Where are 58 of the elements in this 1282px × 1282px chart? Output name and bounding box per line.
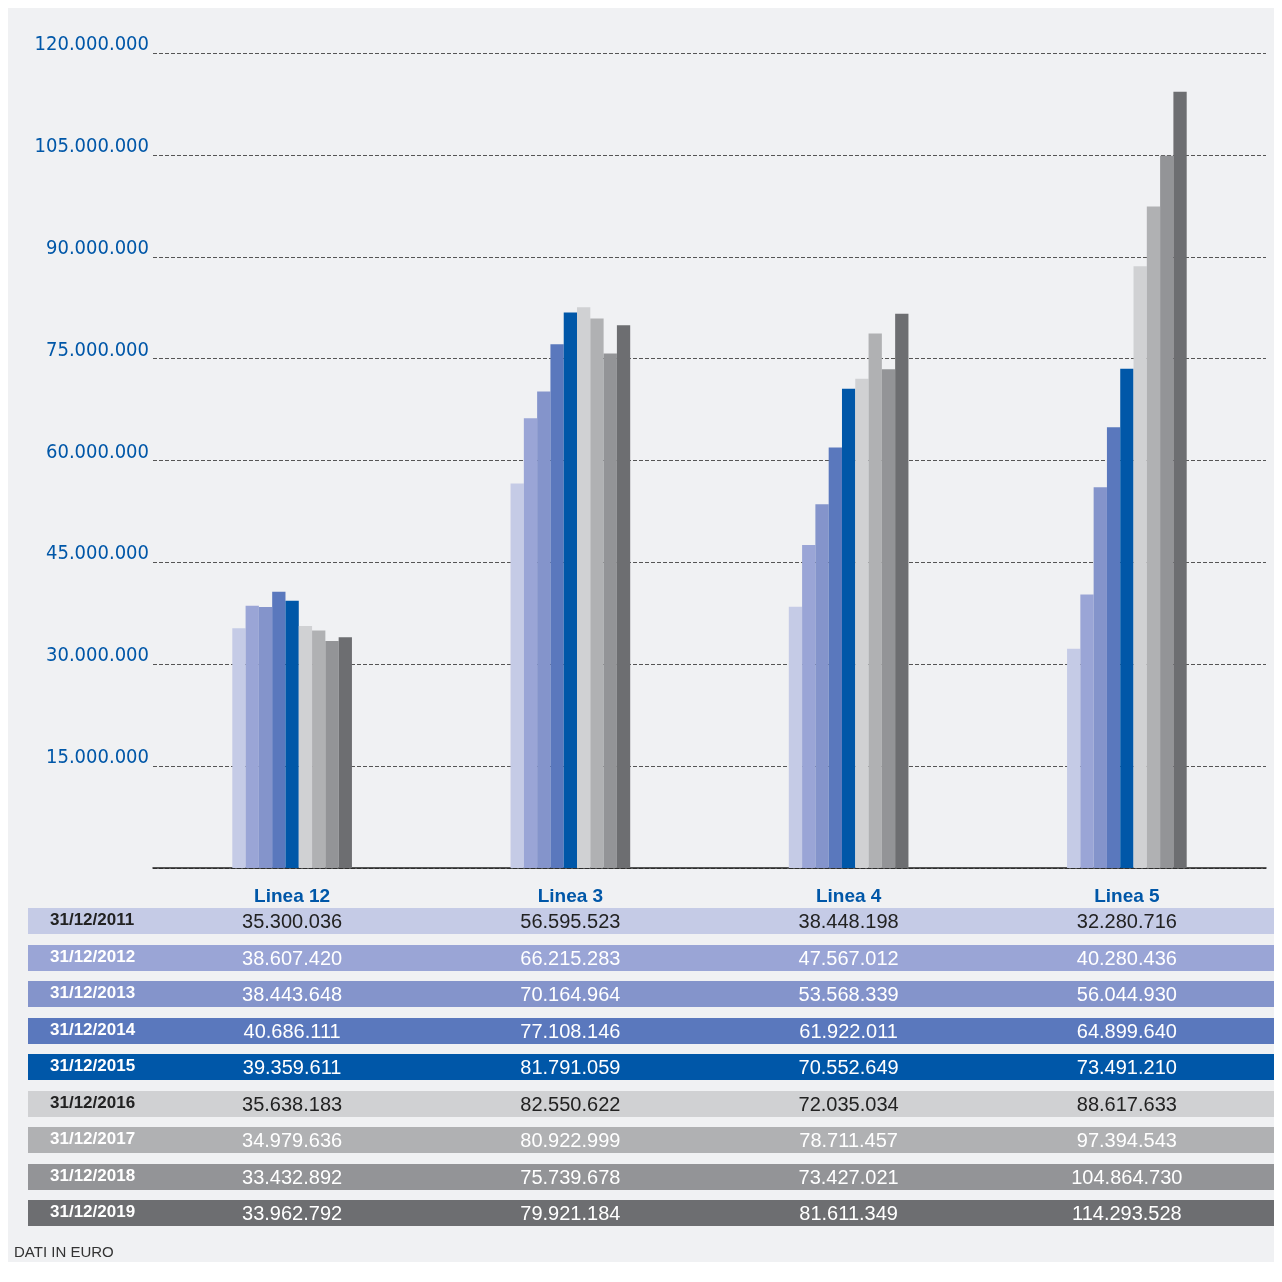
data-label: 82.550.622 <box>519 1092 622 1116</box>
y-tick-label: 45.000.000 <box>46 540 149 565</box>
data-label: 56.595.523 <box>519 910 622 933</box>
y-tick-label: 30.000.000 <box>46 642 149 667</box>
text: 31/12/2018 <box>50 1165 136 1186</box>
text: 31/12/2017 <box>50 1129 136 1149</box>
data-label: 38.607.420 <box>241 946 344 970</box>
y-tick-label: 75.000.000 <box>46 336 149 361</box>
text: 31/12/2015 <box>50 1056 136 1076</box>
data-label: 73.427.021 <box>797 1165 900 1189</box>
data-label: 66.215.283 <box>519 946 622 970</box>
data-label: 75.739.678 <box>519 1165 622 1189</box>
data-label: 81.611.349 <box>798 1202 899 1225</box>
data-label: 78.711.457 <box>798 1129 899 1152</box>
data-label: 61.922.011 <box>798 1019 899 1043</box>
data-label: 72.035.034 <box>797 1092 900 1116</box>
data-label: 114.293.528 <box>1071 1202 1183 1225</box>
x-tick-label: Linea 12 <box>254 885 331 906</box>
text: 31/12/2011 <box>50 910 135 930</box>
data-label: 32.280.716 <box>1075 910 1178 933</box>
data-label: 53.568.339 <box>797 983 900 1006</box>
y-tick-label: 90.000.000 <box>46 234 149 259</box>
data-label: 33.432.892 <box>241 1165 344 1189</box>
text: 31/12/2014 <box>50 1019 136 1040</box>
text: 31/12/2012 <box>50 946 136 967</box>
data-label: 39.359.611 <box>241 1056 343 1079</box>
text: DATI IN EURO <box>13 1241 115 1262</box>
data-label: 73.491.210 <box>1075 1056 1178 1079</box>
data-label: 97.394.543 <box>1075 1129 1178 1152</box>
data-label: 38.443.648 <box>241 983 344 1006</box>
text: 31/12/2013 <box>50 983 136 1003</box>
data-label: 33.962.792 <box>241 1202 344 1225</box>
y-tick-label: 60.000.000 <box>46 438 149 463</box>
y-tick-label: 105.000.000 <box>34 132 149 157</box>
data-label: 34.979.636 <box>241 1129 344 1152</box>
text: 31/12/2016 <box>50 1092 136 1113</box>
data-label: 40.280.436 <box>1075 946 1178 970</box>
data-label: 64.899.640 <box>1075 1019 1178 1043</box>
data-label: 35.300.036 <box>241 910 344 933</box>
data-label: 56.044.930 <box>1075 983 1178 1006</box>
x-tick-label: Linea 3 <box>537 885 604 906</box>
data-label: 104.864.730 <box>1070 1165 1184 1189</box>
data-label: 70.164.964 <box>519 983 622 1006</box>
data-label: 40.686.111 <box>242 1019 342 1043</box>
data-label: 88.617.633 <box>1075 1092 1178 1116</box>
data-label: 70.552.649 <box>797 1056 900 1079</box>
data-label: 35.638.183 <box>241 1092 344 1116</box>
y-tick-label: 120.000.000 <box>34 31 149 55</box>
data-label: 77.108.146 <box>519 1019 622 1043</box>
data-label: 47.567.012 <box>797 946 900 970</box>
data-label: 81.791.059 <box>519 1056 622 1079</box>
text: 31/12/2019 <box>50 1202 136 1222</box>
data-label: 38.448.198 <box>797 910 900 933</box>
data-label: 80.922.999 <box>519 1129 622 1152</box>
y-tick-label: 15.000.000 <box>46 744 149 769</box>
data-label: 79.921.184 <box>519 1202 622 1225</box>
x-tick-label: Linea 4 <box>815 885 882 906</box>
x-tick-label: Linea 5 <box>1094 885 1161 906</box>
